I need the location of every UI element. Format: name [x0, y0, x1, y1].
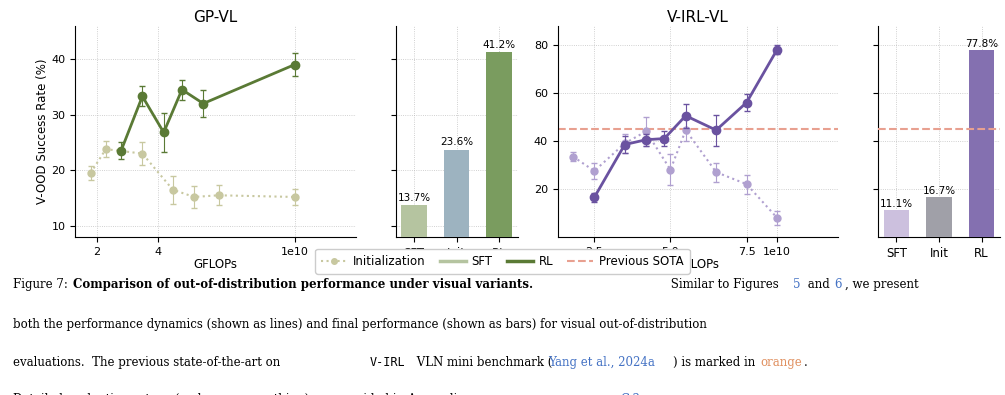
Text: both the performance dynamics (shown as lines) and final performance (shown as b: both the performance dynamics (shown as … — [13, 318, 707, 331]
Text: 13.7%: 13.7% — [398, 192, 430, 203]
Bar — [969, 50, 994, 237]
Text: Comparison of out-of-distribution performance under visual variants.: Comparison of out-of-distribution perfor… — [73, 278, 534, 292]
Text: Similar to Figures: Similar to Figures — [667, 278, 783, 292]
Y-axis label: V-OOD Success Rate (%): V-OOD Success Rate (%) — [36, 58, 49, 204]
Bar — [927, 197, 952, 237]
Text: Yang et al., 2024a: Yang et al., 2024a — [548, 356, 654, 369]
Text: 16.7%: 16.7% — [923, 186, 956, 196]
Legend: Initialization, SFT, RL, Previous SOTA: Initialization, SFT, RL, Previous SOTA — [316, 249, 689, 274]
Text: 5: 5 — [793, 278, 800, 292]
Text: C.3: C.3 — [620, 393, 640, 395]
Text: and: and — [804, 278, 833, 292]
Text: ) is marked in: ) is marked in — [673, 356, 760, 369]
Text: V-IRL: V-IRL — [370, 356, 405, 369]
Text: Detailed evaluation setups (and curve smoothing) are provided in Appendix: Detailed evaluation setups (and curve sm… — [13, 393, 467, 395]
Text: 11.1%: 11.1% — [880, 199, 913, 209]
Bar — [883, 211, 910, 237]
Text: Figure 7:: Figure 7: — [13, 278, 71, 292]
Text: 77.8%: 77.8% — [965, 39, 998, 49]
Text: .: . — [804, 356, 808, 369]
Text: .: . — [648, 393, 652, 395]
Bar — [486, 53, 512, 282]
Title: GP-VL: GP-VL — [193, 9, 237, 24]
Bar — [444, 150, 469, 282]
Text: 41.2%: 41.2% — [482, 40, 516, 50]
Text: , we present: , we present — [845, 278, 919, 292]
Text: orange: orange — [761, 356, 803, 369]
X-axis label: GFLOPs: GFLOPs — [194, 258, 237, 271]
Bar — [401, 205, 427, 282]
Text: VLN mini benchmark (: VLN mini benchmark ( — [413, 356, 553, 369]
Title: V-IRL-VL: V-IRL-VL — [667, 9, 729, 24]
Text: 23.6%: 23.6% — [440, 137, 473, 147]
Text: 6: 6 — [834, 278, 841, 292]
Text: evaluations.  The previous state-of-the-art on: evaluations. The previous state-of-the-a… — [13, 356, 284, 369]
X-axis label: GFLOPs: GFLOPs — [676, 258, 720, 271]
